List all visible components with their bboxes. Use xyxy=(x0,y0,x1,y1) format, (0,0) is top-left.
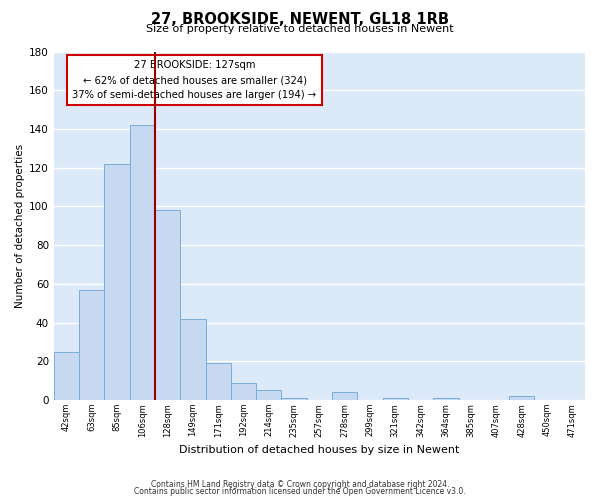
Bar xyxy=(509,396,535,400)
Bar xyxy=(206,363,231,400)
Bar xyxy=(104,164,130,400)
Bar xyxy=(79,290,104,400)
Bar xyxy=(155,210,180,400)
Bar xyxy=(256,390,281,400)
X-axis label: Distribution of detached houses by size in Newent: Distribution of detached houses by size … xyxy=(179,445,460,455)
Text: 27 BROOKSIDE: 127sqm
← 62% of detached houses are smaller (324)
37% of semi-deta: 27 BROOKSIDE: 127sqm ← 62% of detached h… xyxy=(73,60,317,100)
Text: Contains HM Land Registry data © Crown copyright and database right 2024.: Contains HM Land Registry data © Crown c… xyxy=(151,480,449,489)
Bar xyxy=(433,398,458,400)
Y-axis label: Number of detached properties: Number of detached properties xyxy=(15,144,25,308)
Bar xyxy=(130,125,155,400)
Bar xyxy=(231,382,256,400)
Bar xyxy=(332,392,358,400)
Text: 27, BROOKSIDE, NEWENT, GL18 1RB: 27, BROOKSIDE, NEWENT, GL18 1RB xyxy=(151,12,449,28)
Bar xyxy=(281,398,307,400)
Text: Size of property relative to detached houses in Newent: Size of property relative to detached ho… xyxy=(146,24,454,34)
Bar xyxy=(180,318,206,400)
Bar xyxy=(383,398,408,400)
Bar xyxy=(54,352,79,400)
Text: Contains public sector information licensed under the Open Government Licence v3: Contains public sector information licen… xyxy=(134,487,466,496)
